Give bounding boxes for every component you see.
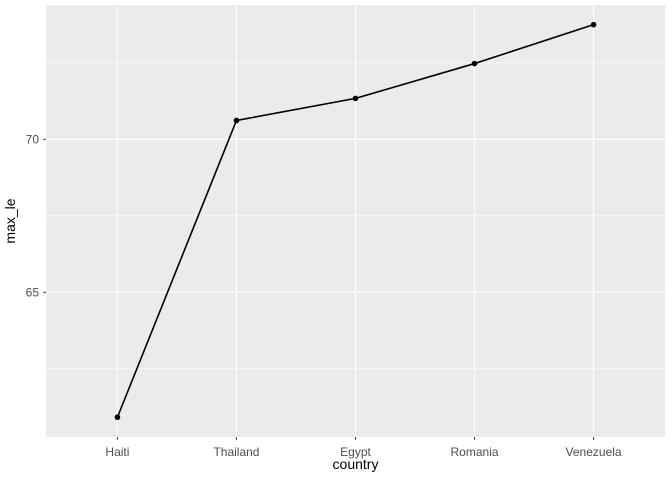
x-tick-label: Haiti <box>105 445 129 459</box>
data-point <box>471 60 478 67</box>
line-series <box>114 21 597 421</box>
x-tick-label: Thailand <box>213 445 259 459</box>
x-tick-label: Venezuela <box>566 445 622 459</box>
data-point <box>114 414 121 421</box>
y-tick-label: 65 <box>26 285 40 299</box>
y-tick-label: 70 <box>26 133 40 147</box>
data-point <box>233 117 240 124</box>
x-axis-tick-labels: Haiti Thailand Egypt Romania Venezuela <box>105 445 622 459</box>
x-tick-label: Egypt <box>340 445 371 459</box>
y-axis-title: max_le <box>2 198 18 243</box>
x-axis-title: country <box>333 456 379 472</box>
major-gridlines <box>46 5 665 437</box>
x-tick-label: Romania <box>451 445 499 459</box>
axis-tick-marks <box>43 138 595 440</box>
y-axis-tick-labels: 65 70 <box>26 133 40 300</box>
data-point <box>352 95 359 102</box>
data-point <box>590 21 597 28</box>
